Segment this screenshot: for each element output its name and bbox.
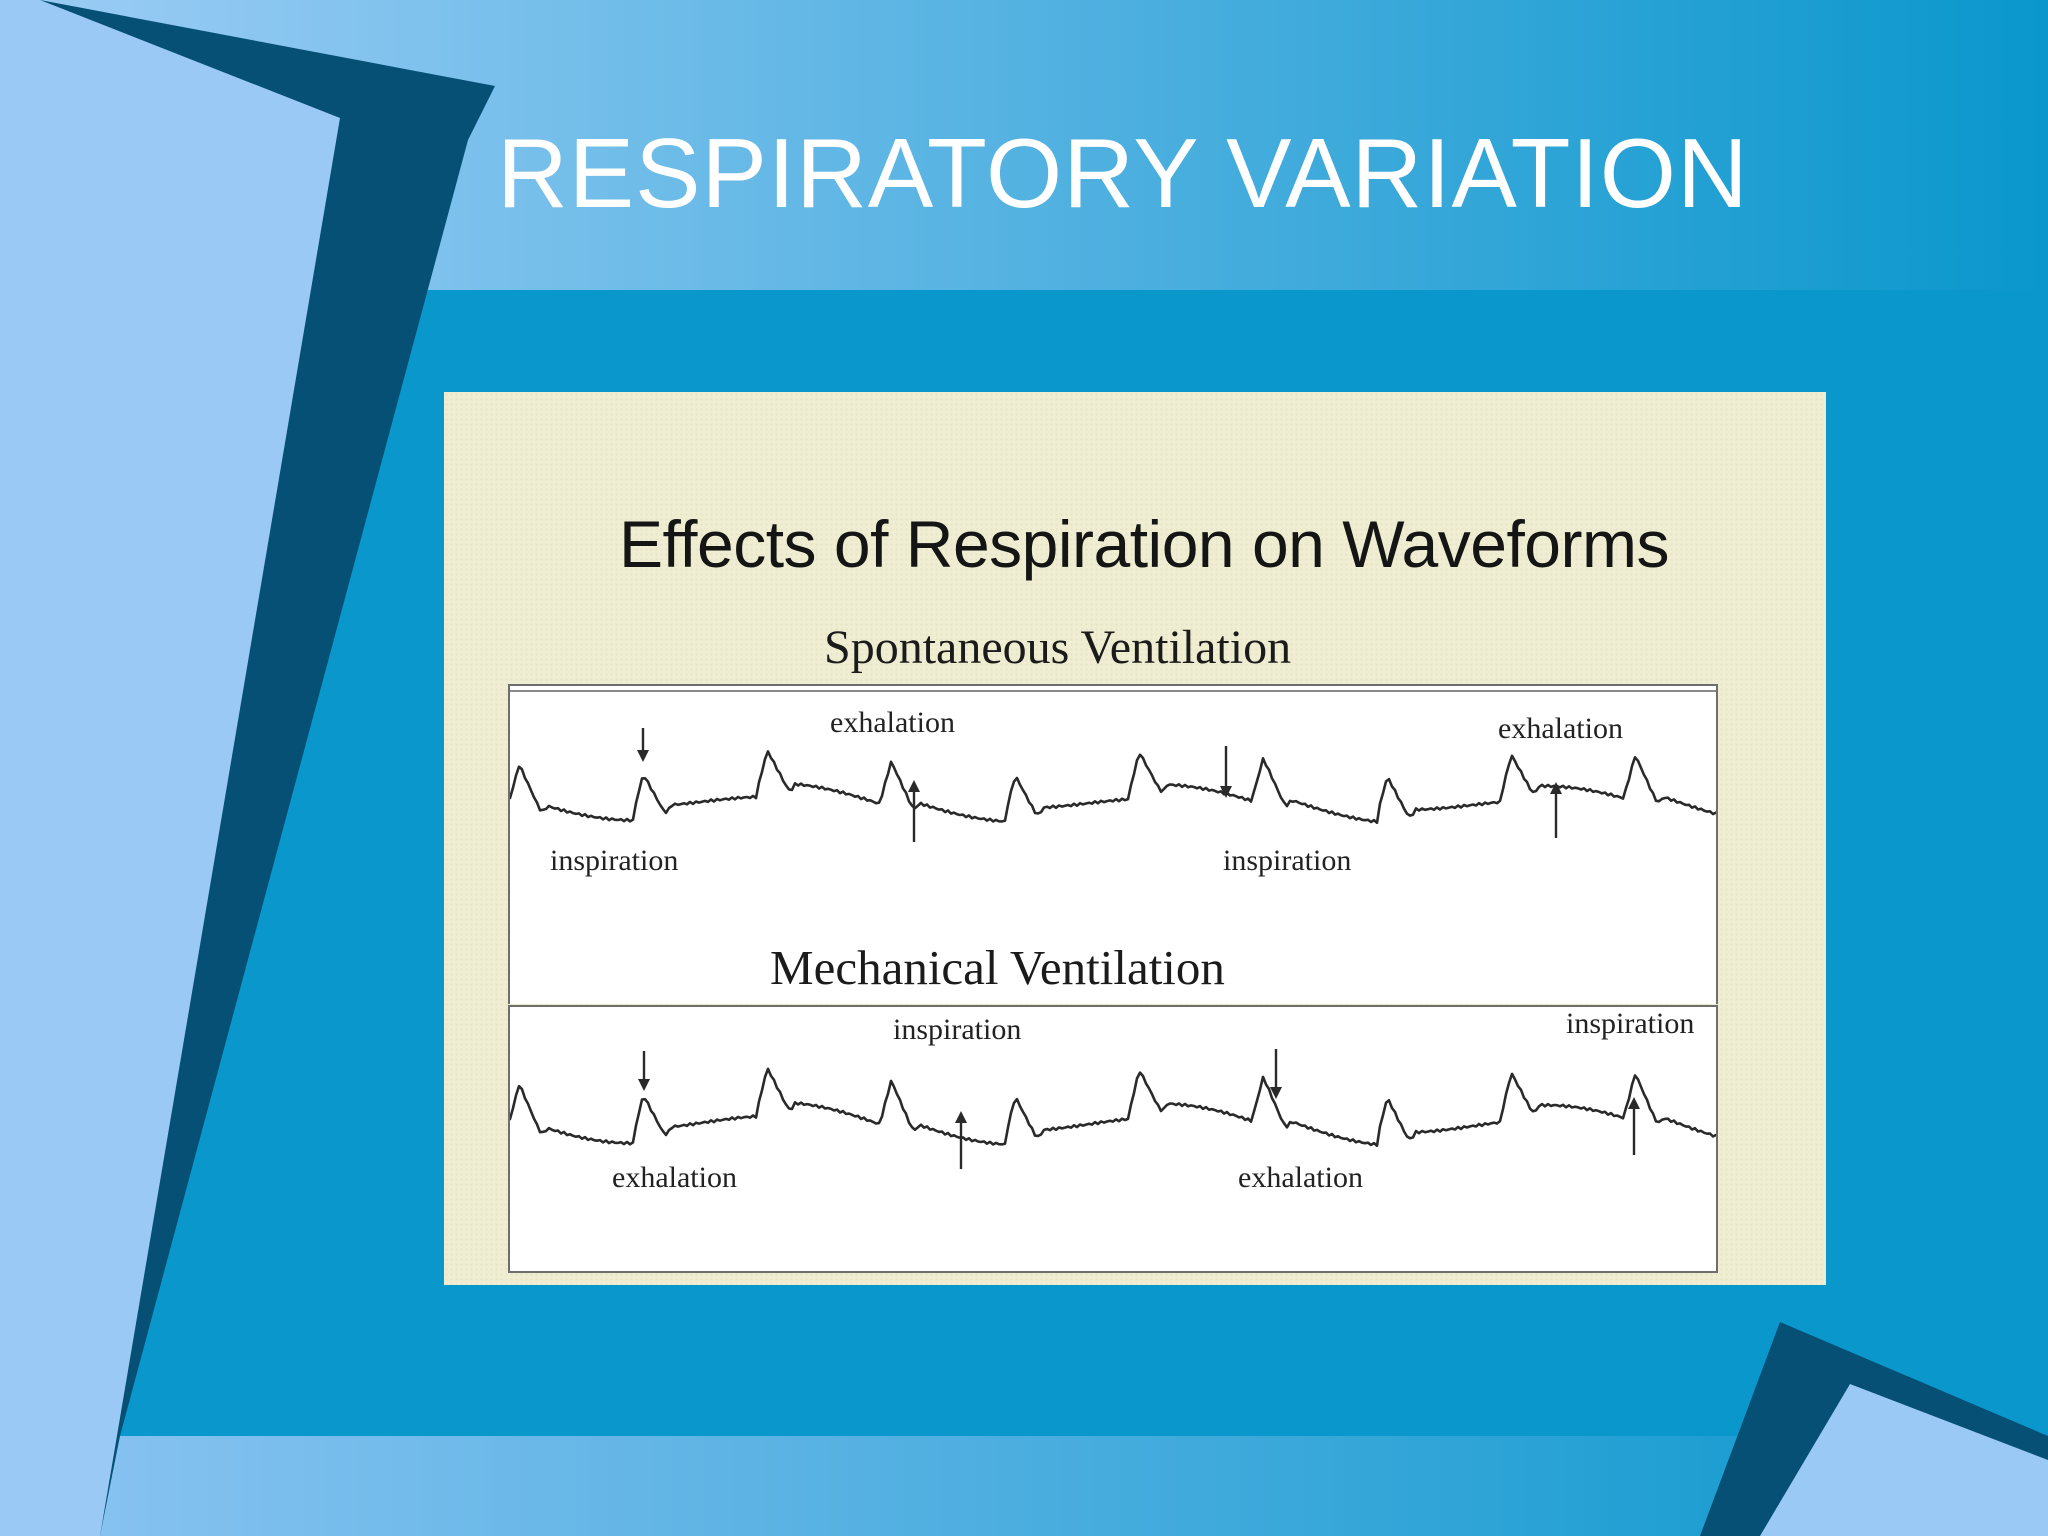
left-light-panel bbox=[0, 0, 340, 1536]
inspiration-label: inspiration bbox=[1223, 844, 1352, 877]
figure-title: Effects of Respiration on Waveforms bbox=[619, 507, 1669, 581]
inspiration-label: inspiration bbox=[1566, 1007, 1695, 1040]
up-arrow-icon bbox=[1550, 782, 1562, 838]
down-arrow-icon bbox=[1220, 746, 1232, 798]
heading-band bbox=[508, 900, 1718, 1004]
mechanical-ventilation-heading: Mechanical Ventilation bbox=[770, 940, 1225, 995]
mechanical-waveform-panel: inspiration inspiration exhalation exhal… bbox=[508, 1005, 1718, 1273]
spontaneous-ventilation-heading: Spontaneous Ventilation bbox=[824, 621, 1292, 674]
exhalation-label: exhalation bbox=[1238, 1161, 1363, 1194]
up-arrow-icon bbox=[955, 1111, 967, 1169]
spontaneous-waveform-panel: exhalation exhalation inspiration inspir… bbox=[508, 684, 1718, 902]
exhalation-label: exhalation bbox=[830, 706, 955, 739]
down-arrow-icon bbox=[637, 728, 649, 762]
up-arrow-icon bbox=[908, 780, 920, 842]
waveform-figure: Effects of Respiration on Waveforms Spon… bbox=[444, 392, 1826, 1285]
bottom-right-light-panel bbox=[1760, 1384, 2048, 1536]
inspiration-label: inspiration bbox=[893, 1013, 1022, 1046]
exhalation-label: exhalation bbox=[612, 1161, 737, 1194]
spontaneous-waveform-trace bbox=[510, 750, 1716, 825]
inspiration-label: inspiration bbox=[550, 844, 679, 877]
mechanical-waveform-trace bbox=[510, 1067, 1716, 1148]
exhalation-label: exhalation bbox=[1498, 712, 1623, 745]
up-arrow-icon bbox=[1628, 1097, 1640, 1155]
down-arrow-icon bbox=[638, 1051, 650, 1091]
slide-title: RESPIRATORY VARIATION bbox=[497, 118, 1749, 228]
down-arrow-icon bbox=[1270, 1049, 1282, 1099]
